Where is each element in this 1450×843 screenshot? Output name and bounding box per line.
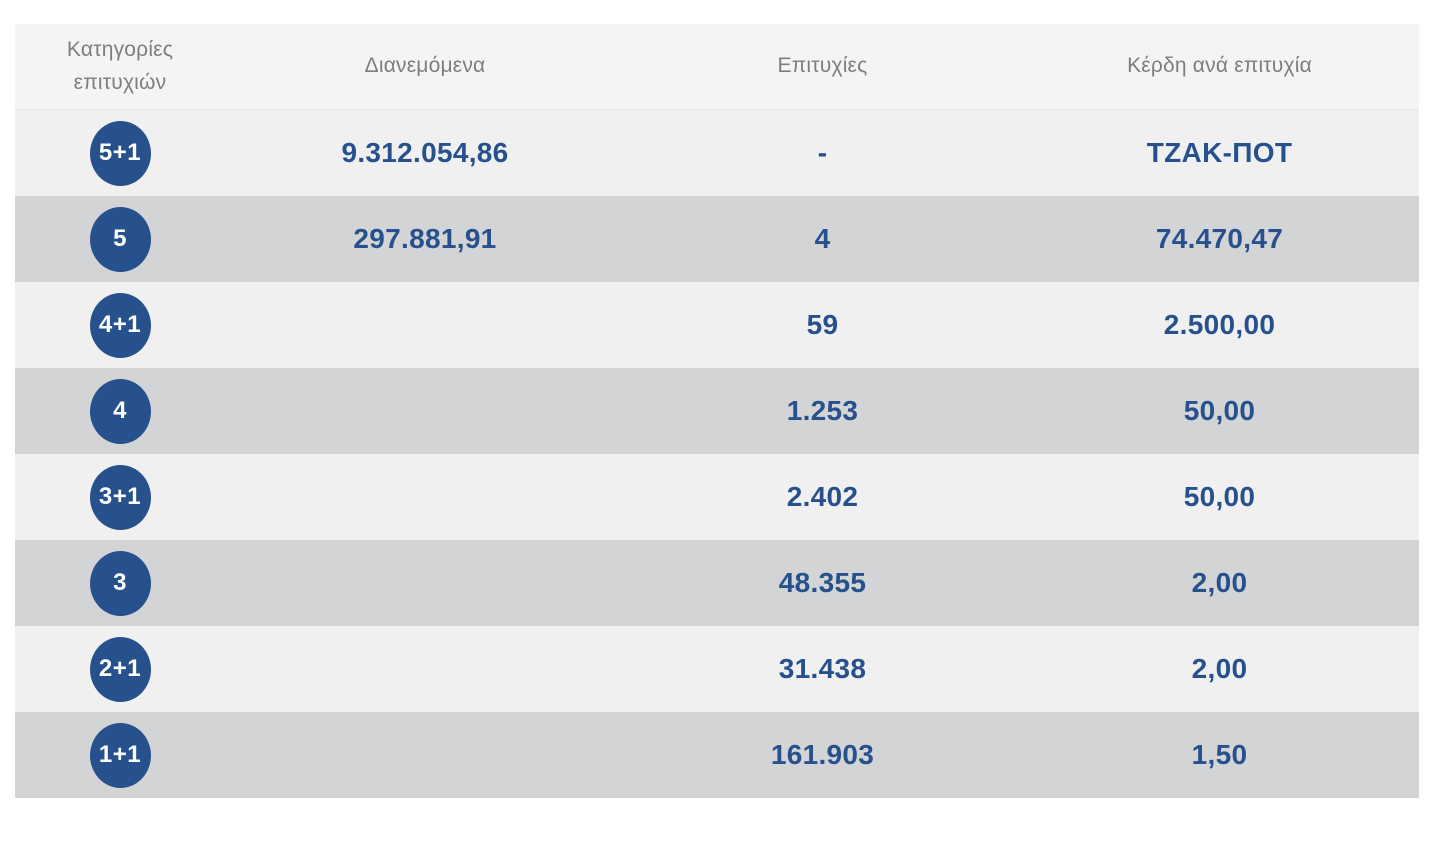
winners-cell: 161.903	[770, 739, 875, 770]
table-row: 1+1 161.903 1,50	[15, 712, 1419, 798]
col-header-winners: Επιτυχίες	[777, 54, 868, 78]
category-cell: 4+1	[15, 292, 225, 358]
distributed-cell: 297.881,91	[353, 223, 497, 254]
table-row: 2+1 31.438 2,00	[15, 626, 1419, 712]
table-body: 5+1 9.312.054,86 - ΤΖΑΚ-ΠΟΤ 5 297.881,91…	[15, 110, 1419, 798]
category-cell: 2+1	[15, 636, 225, 702]
distributed-cell: 9.312.054,86	[341, 137, 509, 168]
prize-cell: 74.470,47	[1155, 223, 1284, 254]
prize-cell: 50,00	[1183, 395, 1256, 426]
winners-cell: 4	[814, 223, 831, 254]
prize-cell: 1,50	[1191, 739, 1248, 770]
table-row: 4+1 59 2.500,00	[15, 282, 1419, 368]
category-badge: 1+1	[89, 722, 151, 788]
table-row: 3+1 2.402 50,00	[15, 454, 1419, 540]
category-badge: 5+1	[89, 120, 151, 186]
prize-cell: 2,00	[1191, 653, 1248, 684]
table-row: 5+1 9.312.054,86 - ΤΖΑΚ-ΠΟΤ	[15, 110, 1419, 196]
winners-cell: 1.253	[786, 395, 859, 426]
category-badge: 2+1	[89, 636, 151, 702]
category-badge: 5	[89, 206, 151, 272]
category-cell: 5+1	[15, 120, 225, 186]
winners-cell: 48.355	[778, 567, 867, 598]
table-row: 5 297.881,91 4 74.470,47	[15, 196, 1419, 282]
winners-cell: 31.438	[778, 653, 867, 684]
category-cell: 1+1	[15, 722, 225, 788]
category-badge: 3+1	[89, 464, 151, 530]
category-cell: 5	[15, 206, 225, 272]
winners-cell: -	[817, 137, 828, 168]
prize-cell: 2.500,00	[1163, 309, 1276, 340]
category-cell: 4	[15, 378, 225, 444]
prize-breakdown-table: Κατηγορίες επιτυχιών Διανεμόμενα Επιτυχί…	[15, 24, 1419, 798]
category-cell: 3+1	[15, 464, 225, 530]
table-row: 4 1.253 50,00	[15, 368, 1419, 454]
prize-cell: ΤΖΑΚ-ΠΟΤ	[1146, 137, 1293, 168]
col-header-distributed: Διανεμόμενα	[364, 54, 486, 78]
col-header-categories: Κατηγορίες επιτυχιών	[66, 37, 174, 94]
col-header-prize-per-win: Κέρδη ανά επιτυχία	[1127, 54, 1312, 78]
table-header-row: Κατηγορίες επιτυχιών Διανεμόμενα Επιτυχί…	[15, 24, 1419, 110]
category-badge: 4	[89, 378, 151, 444]
prize-cell: 2,00	[1191, 567, 1248, 598]
winners-cell: 2.402	[786, 481, 859, 512]
table-row: 3 48.355 2,00	[15, 540, 1419, 626]
category-badge: 3	[89, 550, 151, 616]
winners-cell: 59	[806, 309, 839, 340]
category-cell: 3	[15, 550, 225, 616]
category-badge: 4+1	[89, 292, 151, 358]
prize-cell: 50,00	[1183, 481, 1256, 512]
